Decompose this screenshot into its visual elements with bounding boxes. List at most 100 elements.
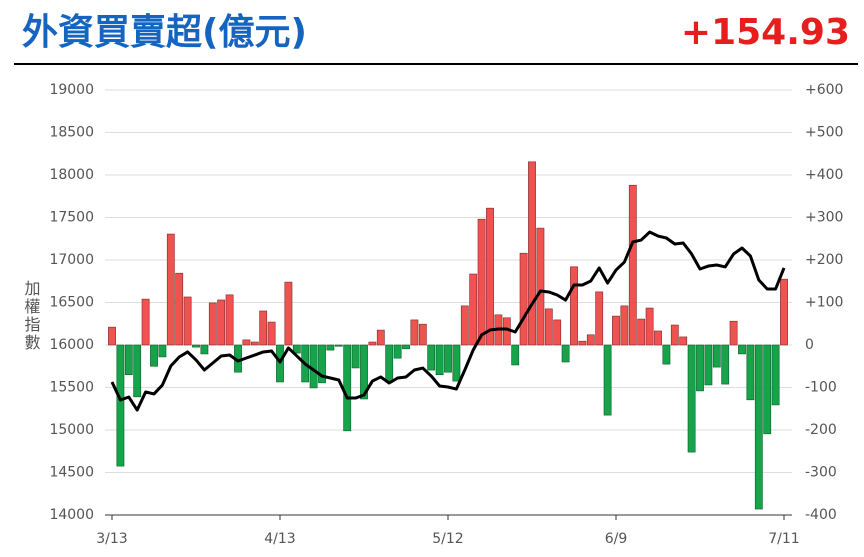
bar (595, 291, 604, 346)
y-tick-label: 19000 (49, 82, 94, 98)
bar (217, 299, 226, 346)
bar (393, 344, 402, 359)
y-axis-label: 加權指數 (22, 280, 41, 352)
bar (637, 318, 646, 346)
y2-tick-label: -400 (805, 507, 837, 523)
bar (670, 324, 679, 346)
bar (343, 344, 352, 432)
x-tick-label: 3/13 (96, 531, 127, 547)
y2-tick-label: 0 (805, 337, 814, 353)
bar (183, 296, 192, 346)
bar (586, 334, 595, 346)
bar (158, 344, 167, 358)
bar (267, 321, 276, 346)
bar (360, 344, 368, 400)
x-tick-label: 4/13 (264, 531, 295, 547)
index-line (110, 230, 786, 412)
bar (116, 344, 125, 467)
bar (570, 266, 578, 346)
bar (460, 305, 469, 346)
bar (402, 344, 410, 350)
bar (242, 339, 251, 346)
y-tick-label: 17500 (49, 210, 94, 226)
x-tick-label: 7/11 (768, 531, 799, 547)
bar (704, 344, 713, 386)
headline-value: +154.93 (681, 12, 850, 53)
bar (326, 344, 335, 351)
bar (729, 320, 738, 346)
bar (452, 344, 461, 382)
bar (721, 344, 730, 385)
bar (645, 307, 654, 346)
y2-tick-label: +600 (805, 82, 843, 98)
bar (696, 344, 704, 392)
bar (654, 330, 662, 346)
x-tick-label: 5/12 (432, 531, 463, 547)
bar (108, 326, 116, 346)
y-tick-label: 14000 (49, 507, 94, 523)
bar (385, 344, 394, 383)
bar (662, 344, 671, 365)
bar (603, 344, 612, 416)
bar (528, 161, 536, 346)
bar (124, 344, 133, 376)
y2-tick-label: +200 (805, 252, 843, 268)
bar (150, 344, 158, 367)
bar (712, 344, 721, 368)
bar (444, 344, 452, 373)
y-tick-label: 16500 (49, 295, 94, 311)
y2-tick-label: +500 (805, 125, 843, 141)
bar (469, 273, 478, 346)
bar (141, 298, 150, 346)
y-tick-label: 15000 (49, 422, 94, 438)
bar (318, 344, 326, 384)
chart-title: 外資買賣超(億元) (22, 12, 307, 53)
bar (561, 344, 570, 363)
bar (780, 278, 788, 346)
bar (334, 344, 343, 347)
x-tick-label: 6/9 (605, 531, 628, 547)
bar (771, 344, 780, 406)
y2-tick-label: -200 (805, 422, 837, 438)
bar (200, 344, 209, 355)
y-tick-label: 18500 (49, 125, 94, 141)
bar (427, 344, 436, 371)
bar (351, 344, 360, 369)
bar (250, 341, 259, 346)
bar (754, 344, 763, 510)
bar (746, 344, 755, 401)
bar (477, 218, 486, 346)
bar (192, 344, 200, 348)
bar (679, 336, 688, 346)
bar (620, 305, 629, 346)
bar (511, 344, 520, 366)
bar (435, 344, 444, 376)
y2-tick-label: +100 (805, 295, 843, 311)
y2-tick-label: +300 (805, 210, 843, 226)
y-tick-label: 17000 (49, 252, 94, 268)
bar (368, 341, 377, 346)
bar (225, 294, 234, 346)
bar (578, 340, 587, 346)
bar (486, 207, 494, 346)
bar (628, 184, 637, 346)
y-tick-label: 16000 (49, 337, 94, 353)
bar (410, 319, 419, 346)
bar (612, 315, 620, 346)
bar (536, 227, 545, 346)
bar (763, 344, 772, 435)
bar (544, 308, 553, 346)
y-tick-label: 15500 (49, 380, 94, 396)
bar (259, 310, 268, 346)
bar (418, 323, 427, 346)
bar (687, 344, 696, 453)
bar (738, 344, 746, 355)
bar (519, 252, 528, 346)
bar (133, 344, 142, 398)
y-tick-label: 18000 (49, 167, 94, 183)
bar (284, 281, 293, 346)
bar (292, 344, 301, 354)
bar (175, 272, 184, 346)
bar (376, 329, 385, 346)
